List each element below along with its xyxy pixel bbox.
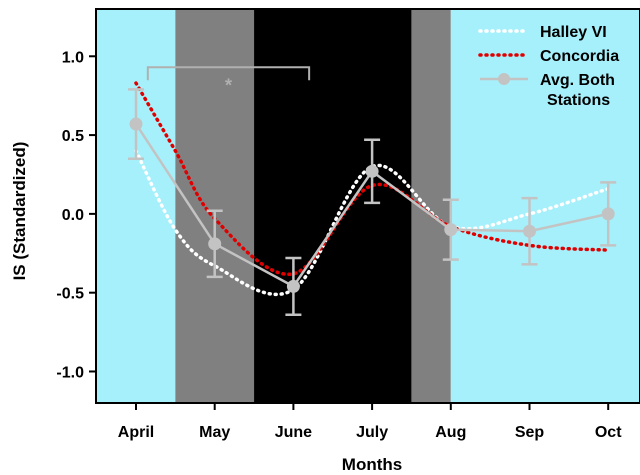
y-axis-title: IS (Standardized) — [10, 142, 29, 281]
y-axis: 1.0 0.5 0.0 -0.5 -1.0 — [56, 49, 96, 381]
series-line-0 — [134, 149, 610, 297]
legend-label-average-1: Avg. Both — [540, 72, 615, 89]
legend: Halley VI Concordia Avg. Both Stations — [478, 24, 619, 109]
significance-bracket-0 — [146, 66, 311, 81]
background-bands — [96, 9, 640, 403]
y-tick-label-4: -1.0 — [56, 364, 84, 381]
data-point-6 — [601, 207, 615, 221]
series-line-1 — [134, 81, 610, 276]
background-band-4 — [450, 9, 640, 403]
significance-marker-0: * — [225, 75, 232, 95]
y-tick-label-1: 0.5 — [62, 128, 84, 145]
annotation-layer: * — [146, 66, 311, 95]
legend-label-average-2: Stations — [547, 92, 610, 109]
x-tick-label-6: Oct — [595, 424, 622, 441]
data-point-4 — [444, 223, 458, 237]
plot-frame — [95, 8, 640, 404]
x-tick-label-1: May — [199, 424, 230, 441]
data-point-0 — [129, 117, 143, 131]
series-layer — [128, 81, 617, 316]
data-point-5 — [523, 224, 536, 238]
x-axis-title: Months — [342, 455, 402, 474]
legend-label-concordia: Concordia — [540, 48, 619, 65]
background-band-2 — [254, 9, 412, 403]
data-point-1 — [208, 237, 222, 251]
x-tick-label-5: Sep — [515, 424, 545, 441]
legend-label-halley: Halley VI — [540, 24, 607, 41]
x-tick-label-3: July — [356, 424, 388, 441]
y-tick-label-3: -0.5 — [56, 286, 84, 303]
x-tick-label-2: June — [275, 424, 312, 441]
data-point-3 — [365, 164, 379, 178]
legend-marker-average — [498, 73, 510, 85]
x-tick-label-4: Aug — [435, 424, 466, 441]
x-tick-label-0: April — [118, 424, 154, 441]
y-tick-label-2: 0.0 — [62, 207, 84, 224]
data-point-2 — [286, 279, 300, 293]
y-tick-label-0: 1.0 — [62, 49, 84, 66]
x-axis: April May June July Aug Sep Oct — [118, 403, 622, 441]
